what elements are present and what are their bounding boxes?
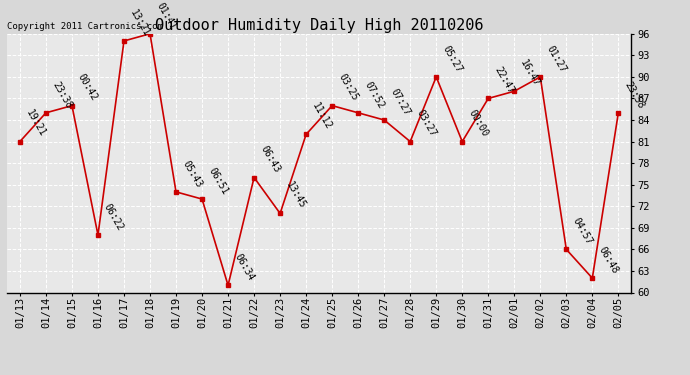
- Text: 04:57: 04:57: [571, 216, 594, 247]
- Text: Copyright 2011 Cartronics.com: Copyright 2011 Cartronics.com: [7, 22, 163, 31]
- Text: 13:45: 13:45: [284, 180, 308, 211]
- Text: 00:00: 00:00: [466, 108, 490, 139]
- Text: 06:48: 06:48: [596, 245, 620, 275]
- Text: 03:25: 03:25: [336, 72, 359, 103]
- Text: 13:21: 13:21: [128, 8, 152, 38]
- Text: 16:47: 16:47: [518, 58, 542, 88]
- Text: 05:43: 05:43: [180, 159, 204, 189]
- Text: 22:47: 22:47: [493, 65, 515, 96]
- Text: 06:43: 06:43: [258, 144, 282, 175]
- Text: 19:21: 19:21: [24, 108, 48, 139]
- Text: 03:27: 03:27: [415, 108, 437, 139]
- Text: 01:27: 01:27: [544, 44, 568, 74]
- Text: 06:34: 06:34: [233, 252, 255, 282]
- Text: 01:41: 01:41: [154, 0, 177, 31]
- Text: 07:27: 07:27: [388, 87, 412, 117]
- Text: 07:52: 07:52: [362, 80, 386, 110]
- Title: Outdoor Humidity Daily High 20110206: Outdoor Humidity Daily High 20110206: [155, 18, 484, 33]
- Text: 11:12: 11:12: [310, 101, 334, 132]
- Text: 06:51: 06:51: [206, 166, 230, 196]
- Text: 23:58: 23:58: [622, 80, 646, 110]
- Text: 06:22: 06:22: [102, 202, 126, 232]
- Text: 05:27: 05:27: [440, 44, 464, 74]
- Text: 00:42: 00:42: [76, 72, 99, 103]
- Text: 23:38: 23:38: [50, 80, 73, 110]
